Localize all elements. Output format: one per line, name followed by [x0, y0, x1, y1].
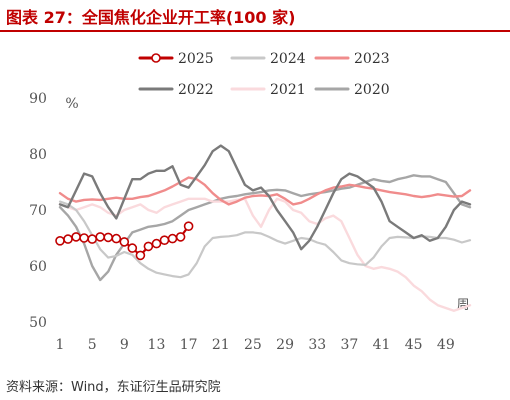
y-tick-label: 50: [29, 315, 47, 331]
data-point-2025: [95, 232, 105, 242]
figure-title: 图表 27：全国焦化企业开工率(100 家): [6, 8, 296, 27]
x-tick-label: 9: [120, 337, 129, 353]
data-point-2025: [103, 232, 113, 243]
x-tick-label: 33: [308, 337, 326, 353]
data-point-2025: [127, 243, 138, 253]
data-point-2025: [135, 250, 146, 261]
legend-label-2025: 2025: [178, 51, 214, 67]
data-point-2025: [183, 221, 194, 231]
series-line-2021: [58, 197, 472, 312]
data-point-2025: [111, 233, 122, 244]
data-point-2025: [151, 238, 162, 249]
series-layer: [55, 144, 472, 312]
x-tick-label: 25: [244, 337, 262, 353]
x-tick-label: 29: [276, 337, 294, 353]
legend-label-2023: 2023: [354, 51, 390, 67]
legend-label-2024: 2024: [270, 51, 306, 67]
x-tick-label: 1: [56, 337, 65, 353]
x-tick-label: 49: [437, 337, 455, 353]
x-tick-label: 5: [88, 337, 97, 353]
legend-label-2021: 2021: [270, 82, 306, 98]
series-line-2023: [58, 176, 472, 206]
x-tick-label: 37: [340, 337, 358, 353]
data-point-2025: [159, 235, 170, 245]
data-point-2025: [175, 232, 186, 242]
source-note: 资料来源：Wind，东证衍生品研究院: [6, 380, 221, 395]
line-chart: 2025 2024 2023 2022 2021 2020 50 60 70 80 90 1 5 9 13…: [29, 51, 472, 353]
legend-label-2022: 2022: [178, 82, 214, 98]
data-point-2025: [143, 241, 154, 252]
data-point-2025: [79, 233, 89, 243]
y-tick-label: 90: [29, 91, 47, 107]
x-tick-label: 21: [212, 337, 230, 353]
data-point-2025: [87, 234, 97, 244]
y-tick-label: 70: [29, 203, 47, 219]
data-point-2025: [167, 233, 178, 244]
x-tick-label: 13: [148, 337, 166, 353]
y-axis-label: %: [65, 96, 78, 112]
title-rule: [0, 30, 510, 32]
y-tick-label: 80: [29, 147, 47, 163]
y-tick-label: 60: [29, 259, 47, 275]
series-line-2022: [58, 144, 472, 251]
legend: 2025 2024 2023 2022 2021 2020: [138, 51, 390, 98]
legend-label-2020: 2020: [354, 82, 390, 98]
legend-marker-2025: [151, 53, 161, 63]
x-tick-label: 17: [180, 337, 198, 353]
series-line-2024: [58, 200, 472, 279]
x-tick-label: 45: [405, 337, 423, 353]
x-tick-label: 41: [373, 337, 391, 353]
data-point-2025: [119, 237, 130, 247]
data-point-2025: [71, 232, 81, 242]
data-point-2025: [55, 236, 65, 246]
data-point-2025: [63, 234, 73, 244]
